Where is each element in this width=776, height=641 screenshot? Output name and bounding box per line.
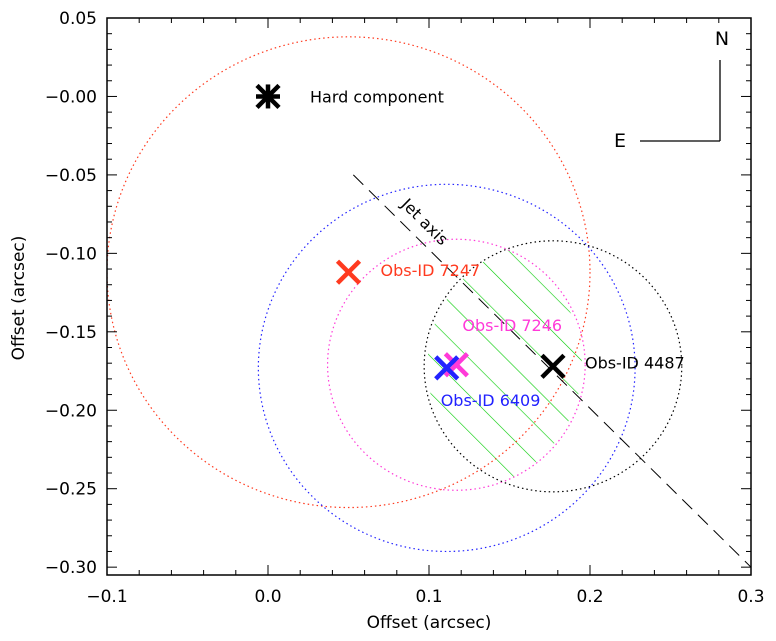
x-tick-label: −0.1 <box>86 587 127 607</box>
marker-stroke <box>335 259 362 285</box>
x-axis: −0.1 0.0 0.1 0.2 0.3 <box>86 18 765 607</box>
point-labels: Hard component Obs-ID 7247 Obs-ID 7246 Obs-… <box>310 87 685 409</box>
markers <box>255 83 566 381</box>
y-tick-label: −0.00 <box>45 87 97 107</box>
y-tick-label: −0.10 <box>45 244 97 264</box>
error-circle-7247 <box>107 36 591 509</box>
point-label-7247: Obs-ID 7247 <box>381 261 481 280</box>
marker-stroke <box>434 355 460 381</box>
y-tick-label: −0.30 <box>45 558 97 578</box>
x-tick-label: 0.0 <box>254 587 281 607</box>
y-tick-label: −0.05 <box>45 166 97 186</box>
marker-hard <box>255 83 281 110</box>
point-label-7246: Obs-ID 7246 <box>462 316 562 335</box>
error-circles <box>107 36 683 553</box>
marker-4487 <box>540 353 566 379</box>
point-label-hard: Hard component <box>310 87 444 106</box>
y-axis-title: Offset (arcsec) <box>9 236 29 361</box>
compass-east-label: E <box>614 130 626 152</box>
point-label-6409: Obs-ID 6409 <box>441 391 541 410</box>
y-tick-label: −0.15 <box>45 323 97 343</box>
point-label-4487: Obs-ID 4487 <box>585 353 685 372</box>
error-circle-7246 <box>326 238 586 491</box>
error-circle-4487 <box>423 240 683 493</box>
compass: N E <box>614 28 729 152</box>
jet-axis-line <box>352 174 751 568</box>
y-tick-label: −0.25 <box>45 480 97 500</box>
marker-7247 <box>335 259 362 285</box>
x-tick-label: 0.2 <box>576 587 603 607</box>
compass-north-label: N <box>715 28 729 50</box>
x-tick-label: 0.1 <box>415 587 442 607</box>
x-axis-title: Offset (arcsec) <box>367 613 492 633</box>
x-tick-label: 0.3 <box>737 587 764 607</box>
error-circle-6409 <box>257 183 636 553</box>
y-tick-label: 0.05 <box>59 9 97 29</box>
y-tick-label: −0.20 <box>45 401 97 421</box>
marker-stroke <box>540 353 566 379</box>
jet-axis-label: Jet axis <box>397 194 452 249</box>
y-axis: 0.05 −0.00 −0.05 −0.10 −0.15 −0.20 −0.25 −0.30 <box>45 9 751 578</box>
marker-6409 <box>434 355 460 381</box>
